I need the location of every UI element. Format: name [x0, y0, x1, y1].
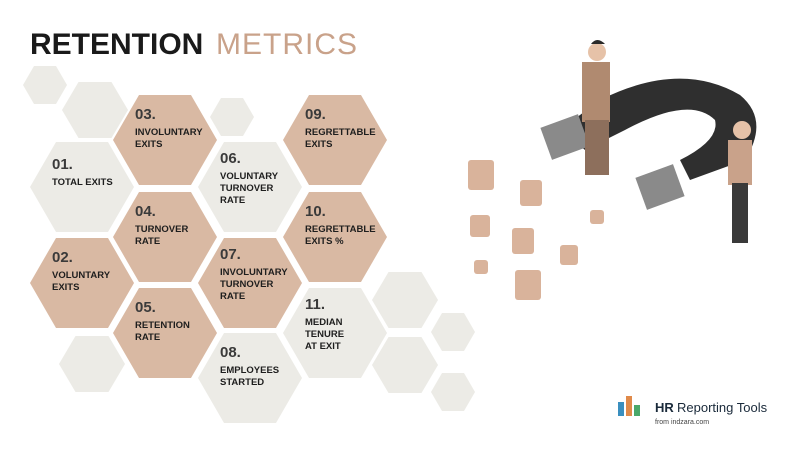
metric-label: VOLUNTARY — [220, 171, 279, 182]
metric-number: 08. — [220, 344, 241, 361]
hexagon — [210, 98, 254, 136]
metric-label: MEDIAN — [305, 317, 343, 328]
metric-label: TENURE — [305, 329, 344, 340]
metric-label: TURNOVER — [220, 279, 273, 290]
metric-number: 10. — [305, 203, 326, 220]
hexagon — [198, 142, 302, 232]
hexagon — [30, 142, 134, 232]
metric-number: 03. — [135, 106, 156, 123]
metric-label: EXITS — [305, 139, 332, 150]
metric-label: AT EXIT — [305, 341, 341, 352]
hexagon — [431, 373, 475, 411]
logo-hr: HR — [655, 400, 674, 415]
metric-label: RATE — [220, 195, 245, 206]
hexagon — [283, 95, 387, 185]
hexagon — [431, 313, 475, 351]
hexagon — [62, 82, 128, 138]
metric-label: TURNOVER — [135, 224, 188, 235]
metric-number: 05. — [135, 299, 156, 316]
hexagon — [30, 238, 134, 328]
metric-number: 06. — [220, 150, 241, 167]
metric-label: TOTAL EXITS — [52, 177, 113, 188]
hexagon — [283, 288, 387, 378]
metric-label: REGRETTABLE — [305, 224, 376, 235]
metric-label: EXITS % — [305, 236, 344, 247]
metric-label: INVOLUNTARY — [220, 267, 288, 278]
hexagon — [198, 333, 302, 423]
metric-label: EMPLOYEES — [220, 365, 279, 376]
metric-label: EXITS — [135, 139, 162, 150]
hexagon — [372, 272, 438, 328]
title-bold: RETENTION — [30, 28, 203, 61]
hexagon — [113, 95, 217, 185]
hexagon — [372, 337, 438, 393]
metric-number: 11. — [305, 296, 325, 313]
metric-number: 01. — [52, 156, 73, 173]
metric-label: STARTED — [220, 377, 264, 388]
hex-grid: 01.TOTAL EXITS02.VOLUNTARYEXITS03.INVOLU… — [23, 66, 475, 423]
metric-number: 09. — [305, 106, 326, 123]
metric-label: RETENTION — [135, 320, 190, 331]
metric-number: 02. — [52, 249, 73, 266]
illustration — [468, 40, 757, 300]
hexagon — [23, 66, 67, 104]
metric-number: 04. — [135, 203, 156, 220]
metric-label: RATE — [135, 236, 160, 247]
metric-label: INVOLUNTARY — [135, 127, 203, 138]
logo-sub: from indzara.com — [655, 419, 709, 426]
hexagon — [113, 192, 217, 282]
metric-number: 07. — [220, 246, 241, 263]
logo: HR Reporting Tools from indzara.com — [618, 396, 768, 426]
hexagon — [198, 238, 302, 328]
logo-name: Reporting Tools — [677, 400, 768, 415]
hexagon — [283, 192, 387, 282]
title-light: METRICS — [216, 28, 358, 61]
metric-label: REGRETTABLE — [305, 127, 376, 138]
metric-label: RATE — [135, 332, 160, 343]
hexagon — [59, 336, 125, 392]
metric-label: VOLUNTARY — [52, 270, 111, 281]
metric-label: TURNOVER — [220, 183, 273, 194]
metric-label: EXITS — [52, 282, 79, 293]
metric-label: RATE — [220, 291, 245, 302]
hexagon — [113, 288, 217, 378]
